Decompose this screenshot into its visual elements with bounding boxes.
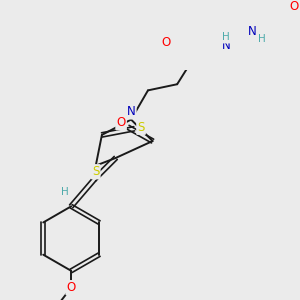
Text: S: S	[92, 165, 99, 178]
Text: N: N	[248, 25, 257, 38]
Text: O: O	[289, 0, 298, 13]
Text: O: O	[116, 116, 126, 129]
Text: O: O	[161, 36, 170, 49]
Text: N: N	[222, 39, 231, 52]
Text: N: N	[127, 105, 136, 119]
Text: O: O	[67, 281, 76, 294]
Text: H: H	[258, 34, 266, 44]
Text: H: H	[222, 32, 230, 42]
Text: S: S	[137, 121, 145, 134]
Text: H: H	[61, 188, 69, 197]
